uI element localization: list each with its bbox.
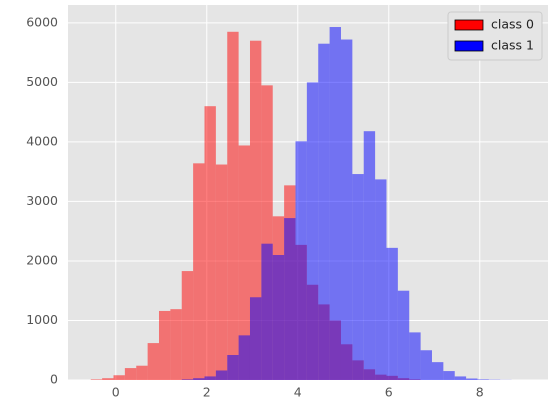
legend-swatch [454,19,484,31]
x-tick-label: 4 [294,385,302,400]
legend-label: class 1 [491,38,534,53]
bar [158,310,171,380]
bar [340,39,353,381]
bar [136,365,148,380]
y-tick-label: 3000 [26,193,58,208]
bar [284,218,296,380]
x-tick-label: 6 [385,385,393,400]
bar [204,376,216,380]
bar [420,350,432,380]
bar [318,43,330,380]
bar [443,371,455,380]
bar [215,164,228,380]
bar [147,343,159,380]
bar [454,376,467,380]
bar [261,85,273,380]
bar [431,362,444,380]
bar [102,378,114,380]
bar [181,379,194,380]
bar [295,141,307,380]
bar [227,31,239,381]
bar [329,27,341,381]
x-tick-label: 8 [476,385,484,400]
bar [181,271,194,380]
legend-label: class 0 [491,17,534,32]
bar [477,379,489,380]
y-tick-label: 0 [50,372,58,387]
bar [375,179,387,380]
y-tick-label: 6000 [26,14,58,29]
y-tick-label: 5000 [26,74,58,89]
bar [386,247,398,380]
bar [90,379,103,380]
bar [238,335,250,380]
bar [466,378,478,380]
bar [215,370,228,380]
bar [272,255,285,380]
bar [397,290,410,380]
x-tick-label: 2 [203,385,211,400]
bar [170,309,182,380]
bar [249,297,262,380]
bar [193,378,205,380]
bar [352,174,364,380]
y-tick-label: 4000 [26,133,58,148]
bar [113,375,125,380]
bar [249,40,262,380]
y-tick-label: 1000 [26,312,58,327]
legend-swatch [454,40,484,52]
bar [363,131,376,380]
bar [261,243,273,380]
bar [306,82,319,380]
bar [204,106,216,380]
bar [124,368,137,380]
x-tick-label: 0 [112,385,120,400]
y-tick-label: 2000 [26,252,58,267]
bar [409,332,421,380]
bar [238,145,250,380]
bar [227,355,239,380]
bar [193,163,205,380]
